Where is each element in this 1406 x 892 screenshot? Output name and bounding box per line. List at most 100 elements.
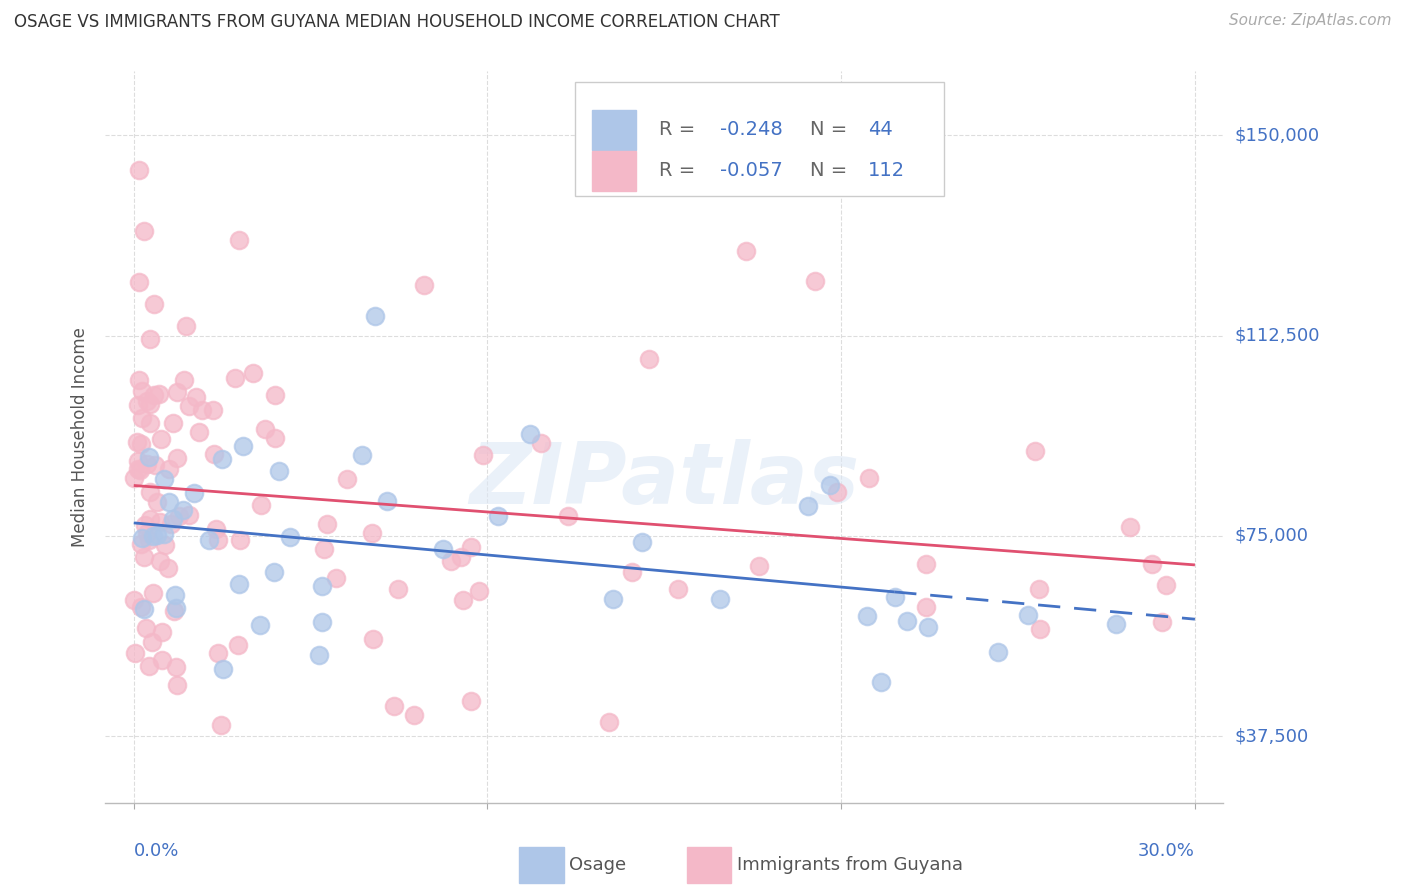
Point <box>166 450 188 465</box>
Point <box>472 448 495 462</box>
Point <box>163 604 186 618</box>
Point <box>486 508 509 523</box>
Point <box>153 472 176 486</box>
Point <box>143 388 166 402</box>
Point <box>375 494 398 508</box>
Text: Source: ZipAtlas.com: Source: ZipAtlas.com <box>1229 13 1392 29</box>
Point <box>138 397 160 411</box>
Text: N =: N = <box>810 120 853 139</box>
Point <box>148 386 170 401</box>
Text: $112,500: $112,500 <box>1234 326 1320 344</box>
Point <box>149 553 172 567</box>
Point <box>1105 616 1128 631</box>
Point <box>131 384 153 399</box>
Point <box>402 708 425 723</box>
Point <box>451 592 474 607</box>
Point <box>129 463 152 477</box>
Point <box>153 526 176 541</box>
Point <box>173 373 195 387</box>
Point <box>150 653 173 667</box>
Point <box>165 600 187 615</box>
Point <box>440 554 463 568</box>
Point <box>1017 607 1039 622</box>
Point <box>142 585 165 599</box>
Point <box>134 518 156 533</box>
Point <box>249 617 271 632</box>
Point <box>139 416 162 430</box>
Point <box>1154 578 1177 592</box>
Point <box>987 645 1010 659</box>
Point <box>598 714 620 729</box>
Text: 44: 44 <box>868 120 893 139</box>
Point <box>129 437 152 451</box>
Point <box>709 592 731 607</box>
Point <box>264 430 287 444</box>
Point <box>129 537 152 551</box>
Point <box>325 571 347 585</box>
Point <box>1152 615 1174 629</box>
Point <box>361 632 384 647</box>
Point <box>197 533 219 547</box>
Point <box>136 458 159 472</box>
Point <box>184 390 207 404</box>
Point <box>870 674 893 689</box>
Point <box>145 495 167 509</box>
Point <box>163 588 186 602</box>
Point <box>127 454 149 468</box>
Point <box>666 582 689 596</box>
Point <box>125 434 148 449</box>
Point <box>856 609 879 624</box>
Point <box>1140 558 1163 572</box>
Point <box>127 398 149 412</box>
Point <box>797 499 820 513</box>
Point <box>858 471 880 485</box>
Point <box>232 439 254 453</box>
Point <box>139 512 162 526</box>
Point <box>1029 622 1052 636</box>
Point <box>825 484 848 499</box>
Point <box>207 646 229 660</box>
FancyBboxPatch shape <box>519 847 564 883</box>
Point <box>384 699 406 714</box>
Point <box>631 534 654 549</box>
Point <box>228 577 250 591</box>
Point <box>263 565 285 579</box>
Point <box>134 602 156 616</box>
Point <box>141 635 163 649</box>
Point <box>191 403 214 417</box>
Point <box>204 522 226 536</box>
Text: N =: N = <box>810 161 853 180</box>
Point <box>804 274 827 288</box>
Text: R =: R = <box>659 161 702 180</box>
Point <box>128 276 150 290</box>
Text: 0.0%: 0.0% <box>134 842 179 860</box>
Point <box>134 224 156 238</box>
Point <box>530 436 553 450</box>
Point <box>177 508 200 523</box>
Point <box>132 550 155 565</box>
Point <box>139 485 162 500</box>
Point <box>201 402 224 417</box>
Point <box>450 550 472 565</box>
FancyBboxPatch shape <box>686 847 731 883</box>
Point <box>226 638 249 652</box>
Point <box>1028 582 1050 596</box>
Point <box>143 458 166 472</box>
Text: OSAGE VS IMMIGRANTS FROM GUYANA MEDIAN HOUSEHOLD INCOME CORRELATION CHART: OSAGE VS IMMIGRANTS FROM GUYANA MEDIAN H… <box>14 13 780 31</box>
Point <box>122 471 145 485</box>
FancyBboxPatch shape <box>592 151 637 191</box>
Point <box>280 530 302 544</box>
Text: -0.248: -0.248 <box>720 120 783 139</box>
Point <box>174 319 197 334</box>
Point <box>160 517 183 532</box>
Point <box>142 297 165 311</box>
Point <box>253 422 276 436</box>
Point <box>269 464 291 478</box>
Point <box>896 614 918 628</box>
Point <box>311 615 333 629</box>
Point <box>360 526 382 541</box>
Point <box>1118 520 1140 534</box>
Point <box>432 541 454 556</box>
Point <box>136 525 159 540</box>
FancyBboxPatch shape <box>592 110 637 150</box>
